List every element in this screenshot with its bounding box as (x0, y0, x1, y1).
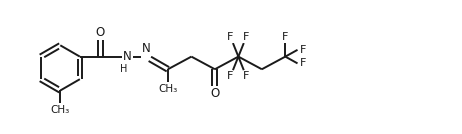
Text: F: F (227, 32, 233, 42)
Text: F: F (227, 71, 233, 81)
Text: H: H (120, 64, 128, 74)
Text: CH₃: CH₃ (158, 84, 177, 94)
Text: N: N (142, 42, 151, 55)
Text: F: F (282, 32, 288, 42)
Text: F: F (243, 71, 249, 81)
Text: N: N (123, 50, 132, 63)
Text: F: F (243, 32, 249, 42)
Text: CH₃: CH₃ (51, 105, 70, 115)
Text: F: F (300, 58, 306, 68)
Text: F: F (300, 45, 306, 55)
Text: O: O (96, 26, 105, 39)
Text: O: O (210, 87, 219, 100)
